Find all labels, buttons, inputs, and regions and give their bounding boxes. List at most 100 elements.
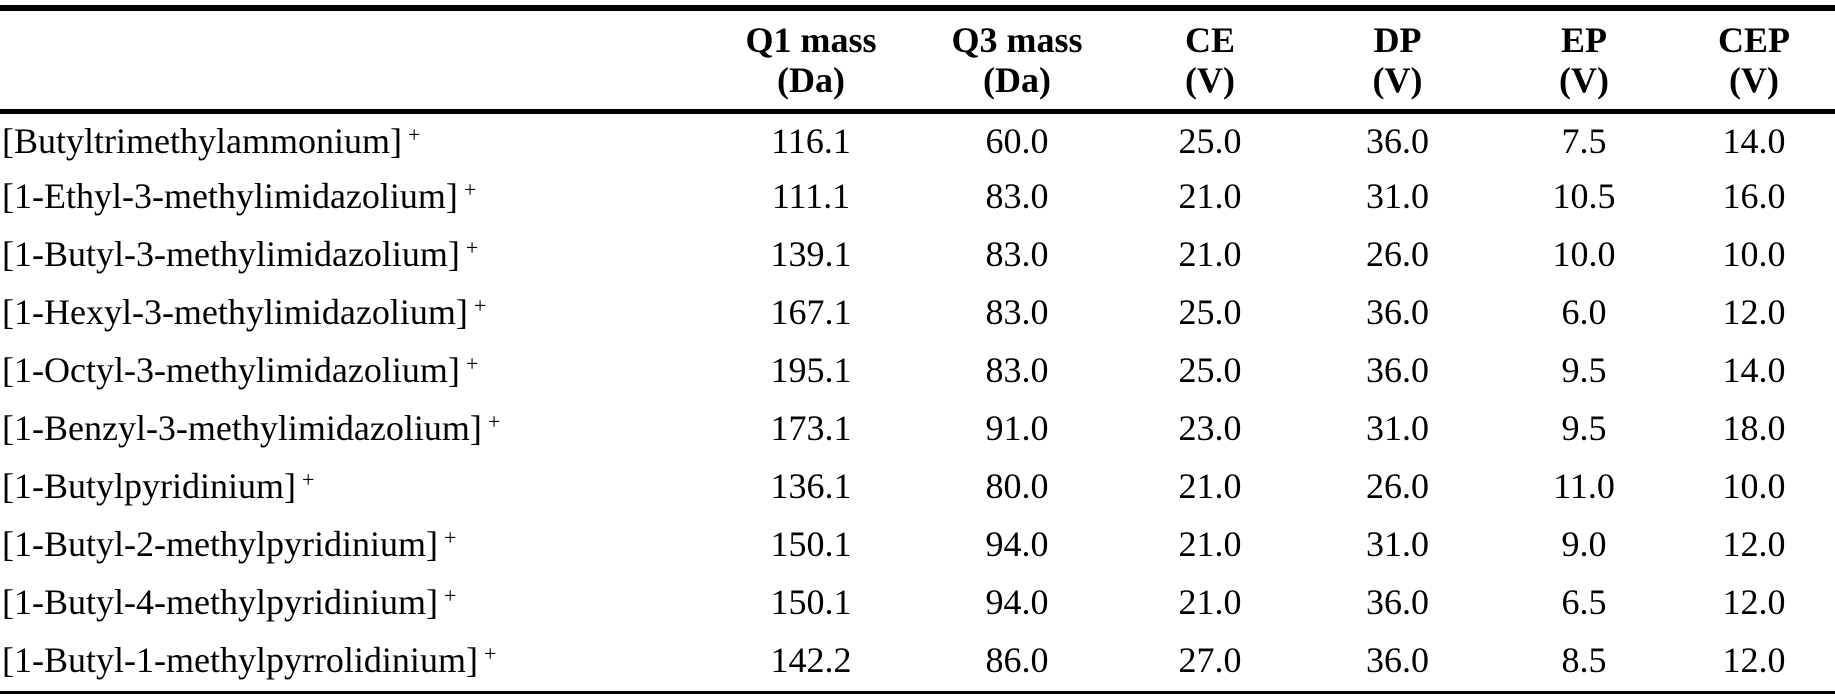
ion-name: [Butyltrimethylammonium] xyxy=(2,121,402,161)
cep-cell: 16.0 xyxy=(1722,176,1786,216)
table-row: [1-Octyl-3-methylimidazolium] + 195.1 83.… xyxy=(0,341,1835,399)
q3-mass-cell: 83.0 xyxy=(985,234,1049,274)
table-row: [1-Hexyl-3-methylimidazolium] + 167.1 83.… xyxy=(0,283,1835,341)
dp-cell: 26.0 xyxy=(1366,466,1429,506)
bottom-rule xyxy=(0,691,1835,694)
column-header-dp: DP (V) xyxy=(1300,11,1495,109)
header-line-1: Q1 mass xyxy=(745,20,877,60)
table-row: [1-Butyl-4-methylpyridinium] + 150.1 94.0… xyxy=(0,573,1835,631)
header-line-2: (V) xyxy=(1559,60,1609,100)
q3-mass-cell: 91.0 xyxy=(985,408,1049,448)
ion-name-cell: [1-Benzyl-3-methylimidazolium] + xyxy=(0,399,708,457)
dp-cell: 36.0 xyxy=(1366,350,1429,390)
charge-superscript: + xyxy=(473,293,487,318)
charge-superscript: + xyxy=(483,641,497,666)
ion-name: [1-Butylpyridinium] xyxy=(2,466,296,506)
charge-superscript: + xyxy=(463,177,477,202)
ep-cell: 10.5 xyxy=(1552,176,1616,216)
ion-name: [1-Butyl-4-methylpyridinium] xyxy=(2,582,438,622)
dp-cell: 31.0 xyxy=(1366,408,1429,448)
column-header-name xyxy=(0,11,708,109)
table-row: [1-Ethyl-3-methylimidazolium] + 111.1 83.… xyxy=(0,167,1835,225)
ion-name: [1-Butyl-2-methylpyridinium] xyxy=(2,524,438,564)
ion-name: [1-Butyl-3-methylimidazolium] xyxy=(2,234,460,274)
ion-name-cell: [1-Butyl-1-methylpyrrolidinium] + xyxy=(0,631,708,689)
q3-mass-cell: 83.0 xyxy=(985,292,1049,332)
cep-cell: 12.0 xyxy=(1722,292,1786,332)
q1-mass-cell: 195.1 xyxy=(770,350,852,390)
header-line-2: (Da) xyxy=(983,60,1051,100)
column-header-cep: CEP (V) xyxy=(1673,11,1835,109)
q3-mass-cell: 80.0 xyxy=(985,466,1049,506)
q3-mass-cell: 60.0 xyxy=(985,121,1049,161)
column-header-q3-mass: Q3 mass (Da) xyxy=(914,11,1120,109)
dp-cell: 31.0 xyxy=(1366,524,1429,564)
cep-cell: 12.0 xyxy=(1722,582,1786,622)
column-header-q1-mass: Q1 mass (Da) xyxy=(708,11,914,109)
header-rule xyxy=(0,109,1835,114)
charge-superscript: + xyxy=(301,467,315,492)
ion-name-cell: [1-Butyl-3-methylimidazolium] + xyxy=(0,225,708,283)
data-table: Q1 mass (Da) Q3 mass (Da) CE (V) DP (V) … xyxy=(0,11,1835,689)
ep-cell: 7.5 xyxy=(1561,121,1607,161)
cep-cell: 10.0 xyxy=(1722,466,1786,506)
ion-name-cell: [1-Ethyl-3-methylimidazolium] + xyxy=(0,167,708,225)
table-row: [1-Butylpyridinium] + 136.1 80.0 21.0 26.… xyxy=(0,457,1835,515)
q1-mass-cell: 167.1 xyxy=(770,292,852,332)
ce-cell: 21.0 xyxy=(1178,234,1242,274)
ion-name: [1-Butyl-1-methylpyrrolidinium] xyxy=(2,640,478,680)
ep-cell: 6.5 xyxy=(1561,582,1607,622)
ion-name-cell: [Butyltrimethylammonium] + xyxy=(0,109,708,167)
ep-cell: 9.5 xyxy=(1561,408,1607,448)
q1-mass-cell: 136.1 xyxy=(770,466,852,506)
ion-name: [1-Benzyl-3-methylimidazolium] xyxy=(2,408,482,448)
table-row: [1-Benzyl-3-methylimidazolium] + 173.1 91… xyxy=(0,399,1835,457)
header-line-1: EP xyxy=(1560,20,1607,60)
ep-cell: 11.0 xyxy=(1553,466,1615,506)
q1-mass-cell: 139.1 xyxy=(770,234,852,274)
ion-name: [1-Octyl-3-methylimidazolium] xyxy=(2,350,460,390)
table-row: [1-Butyl-1-methylpyrrolidinium] + 142.2 8… xyxy=(0,631,1835,689)
dp-cell: 36.0 xyxy=(1366,121,1429,161)
q3-mass-cell: 94.0 xyxy=(985,582,1049,622)
header-line-1: CE xyxy=(1184,20,1235,60)
ep-cell: 8.5 xyxy=(1561,640,1607,680)
ep-cell: 9.5 xyxy=(1561,350,1607,390)
q1-mass-cell: 150.1 xyxy=(770,524,852,564)
dp-cell: 31.0 xyxy=(1366,176,1429,216)
q3-mass-cell: 83.0 xyxy=(985,350,1049,390)
table-row: [1-Butyl-3-methylimidazolium] + 139.1 83.… xyxy=(0,225,1835,283)
q1-mass-cell: 111.1 xyxy=(771,176,851,216)
column-header-ce: CE (V) xyxy=(1120,11,1300,109)
charge-superscript: + xyxy=(443,525,457,550)
table-row: [1-Butyl-2-methylpyridinium] + 150.1 94.0… xyxy=(0,515,1835,573)
header-line-2: (V) xyxy=(1729,60,1779,100)
ion-name-cell: [1-Hexyl-3-methylimidazolium] + xyxy=(0,283,708,341)
ce-cell: 21.0 xyxy=(1178,466,1242,506)
q3-mass-cell: 94.0 xyxy=(985,524,1049,564)
header-line-2: (V) xyxy=(1372,60,1423,100)
header-line-1: DP xyxy=(1373,20,1422,60)
cep-cell: 14.0 xyxy=(1722,350,1786,390)
ep-cell: 9.0 xyxy=(1561,524,1607,564)
header-line-2: (Da) xyxy=(777,60,845,100)
q1-mass-cell: 116.1 xyxy=(771,121,851,161)
dp-cell: 36.0 xyxy=(1366,582,1429,622)
ce-cell: 27.0 xyxy=(1178,640,1242,680)
ion-name: [1-Ethyl-3-methylimidazolium] xyxy=(2,176,458,216)
header-line-2: (V) xyxy=(1185,60,1235,100)
ce-cell: 21.0 xyxy=(1178,524,1242,564)
q3-mass-cell: 86.0 xyxy=(985,640,1049,680)
ce-cell: 25.0 xyxy=(1178,350,1242,390)
column-header-ep: EP (V) xyxy=(1495,11,1673,109)
header-line-1: CEP xyxy=(1718,20,1790,60)
dp-cell: 26.0 xyxy=(1366,234,1429,274)
ion-name-cell: [1-Butylpyridinium] + xyxy=(0,457,708,515)
charge-superscript: + xyxy=(407,122,421,147)
ce-cell: 21.0 xyxy=(1178,176,1242,216)
header-row: Q1 mass (Da) Q3 mass (Da) CE (V) DP (V) … xyxy=(0,11,1835,109)
charge-superscript: + xyxy=(487,409,501,434)
q3-mass-cell: 83.0 xyxy=(985,176,1049,216)
charge-superscript: + xyxy=(443,583,457,608)
